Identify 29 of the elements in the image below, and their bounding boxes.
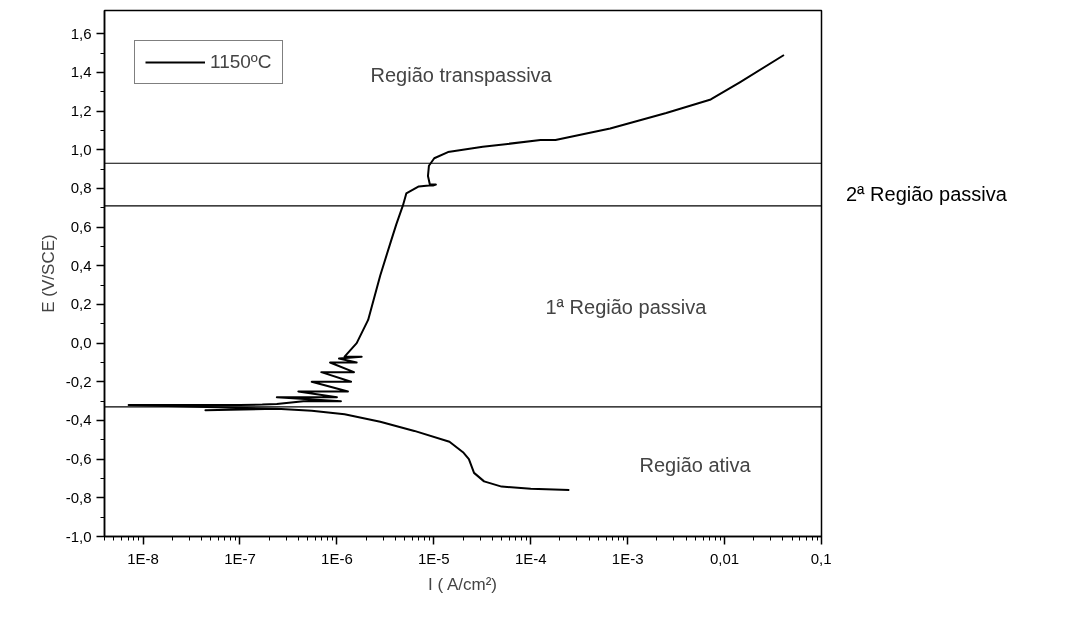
x-tick-label: 1E-3 (611, 549, 644, 567)
x-tick-label: 0,1 (810, 549, 832, 567)
annotation: Região transpassiva (370, 63, 553, 86)
text: 2ª Região passiva (846, 182, 1007, 207)
y-tick-label: 0,6 (70, 218, 92, 236)
x-axis-title: I ( A/cm²) (428, 574, 498, 594)
y-tick-label: 1,0 (70, 140, 92, 158)
legend-label: 1150ºC (210, 51, 272, 73)
y-tick-label: -0,6 (65, 450, 92, 468)
y-tick-label: -0,8 (65, 488, 92, 506)
y-tick-label: -0,4 (65, 411, 92, 429)
y-tick-label: 0,0 (70, 334, 92, 352)
y-tick-label: 0,4 (70, 256, 92, 274)
x-tick-label: 0,01 (709, 549, 740, 567)
y-tick-label: 1,6 (70, 24, 92, 42)
y-axis-title: E (V/SCE) (38, 234, 58, 313)
x-tick-label: 1E-7 (224, 549, 256, 567)
annotation: 1ª Região passiva (545, 295, 708, 318)
annotation: Região ativa (639, 453, 752, 476)
y-tick-label: 0,8 (70, 179, 92, 197)
y-tick-label: 1,2 (70, 102, 92, 120)
y-tick-label: -1,0 (65, 527, 92, 545)
y-tick-label: 1,4 (70, 63, 92, 81)
x-tick-label: 1E-8 (127, 549, 159, 567)
x-tick-label: 1E-5 (417, 549, 450, 567)
y-tick-label: 0,2 (70, 295, 92, 313)
x-tick-label: 1E-6 (321, 549, 353, 567)
x-tick-label: 1E-4 (514, 549, 547, 567)
y-tick-label: -0,2 (65, 372, 92, 390)
